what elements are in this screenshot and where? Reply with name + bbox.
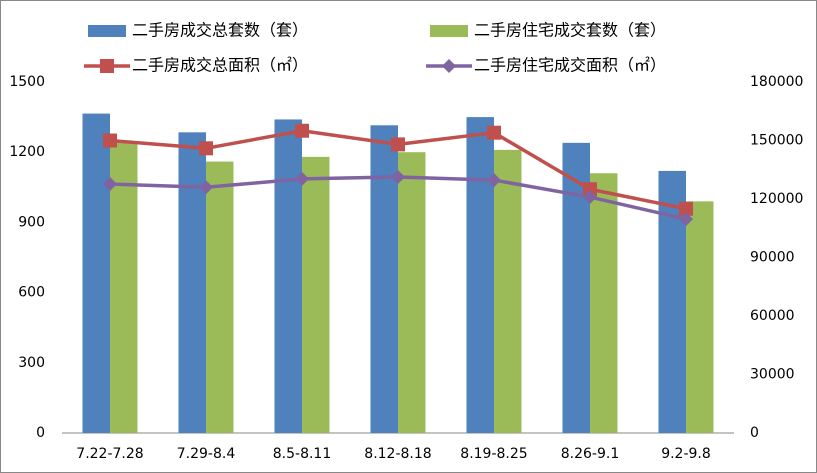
- marker: [391, 169, 405, 184]
- marker: [487, 125, 501, 140]
- y2-tick-label: 30000: [750, 367, 795, 383]
- legend-label: 二手房住宅成交面积（㎡）: [474, 56, 666, 75]
- bar: [178, 132, 206, 433]
- marker: [103, 176, 117, 191]
- bar: [686, 201, 714, 433]
- marker: [391, 137, 405, 152]
- x-tick-label: 7.29-8.4: [177, 446, 236, 462]
- legend-label: 二手房成交总套数（套）: [132, 21, 308, 40]
- bar: [590, 173, 618, 433]
- y2-tick-label: 0: [750, 425, 759, 441]
- y-tick-label: 1200: [9, 144, 45, 160]
- marker: [583, 190, 597, 205]
- y2-tick-label: 180000: [750, 74, 803, 90]
- marker: [199, 141, 213, 156]
- legend-marker: [100, 59, 114, 73]
- legend-label: 二手房成交总面积（㎡）: [132, 56, 308, 75]
- marker: [295, 171, 309, 186]
- legend-marker: [442, 59, 456, 73]
- y2-tick-label: 60000: [750, 308, 795, 324]
- bar: [398, 152, 426, 433]
- y-tick-label: 1500: [9, 74, 45, 90]
- marker: [679, 201, 693, 216]
- y-tick-label: 300: [18, 355, 45, 371]
- x-tick-label: 8.26-9.1: [561, 446, 620, 462]
- x-tick-label: 9.2-9.8: [661, 446, 711, 462]
- marker: [199, 180, 213, 195]
- legend-swatch: [430, 25, 468, 37]
- bar: [110, 141, 138, 434]
- y-tick-label: 600: [18, 285, 45, 301]
- y2-tick-label: 150000: [750, 133, 803, 149]
- x-tick-label: 7.22-7.28: [76, 446, 143, 462]
- y-tick-label: 900: [18, 214, 45, 230]
- marker: [583, 182, 597, 197]
- bar: [466, 117, 494, 433]
- y-tick-label: 0: [36, 425, 45, 441]
- legend-swatch: [88, 25, 126, 37]
- x-tick-label: 8.19-8.25: [460, 446, 527, 462]
- bar: [274, 119, 302, 433]
- marker: [103, 133, 117, 148]
- bar: [494, 149, 522, 434]
- marker: [487, 173, 501, 188]
- x-tick-label: 8.12-8.18: [364, 446, 431, 462]
- bar: [302, 156, 330, 433]
- marker: [679, 212, 693, 227]
- bar: [206, 161, 234, 433]
- x-tick-label: 8.5-8.11: [273, 446, 332, 462]
- bar: [370, 125, 398, 433]
- y2-tick-label: 90000: [750, 250, 795, 266]
- y2-tick-label: 120000: [750, 191, 803, 207]
- bar: [82, 113, 110, 433]
- marker: [295, 123, 309, 138]
- legend-label: 二手房住宅成交套数（套）: [474, 21, 666, 40]
